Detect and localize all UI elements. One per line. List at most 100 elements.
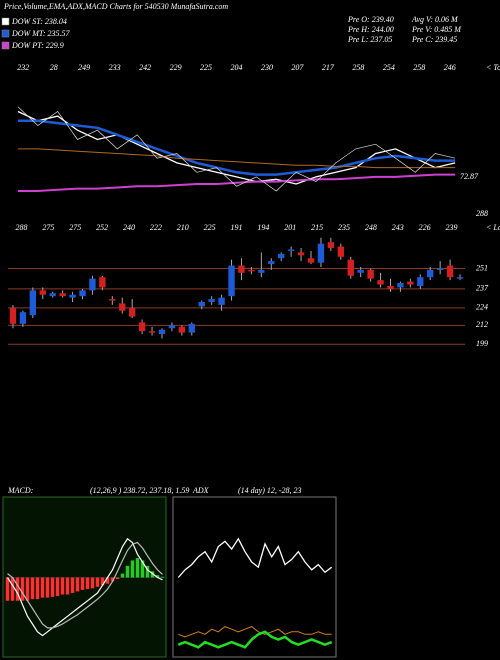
candle-body (79, 290, 86, 297)
candle-body (317, 243, 325, 263)
top-label: 246 (444, 63, 456, 72)
histogram-bar (40, 577, 45, 598)
candle-body (436, 268, 444, 270)
y-tick-label: 224 (476, 303, 488, 312)
top-label: 248 (365, 223, 377, 232)
series-line (17, 110, 456, 185)
page-title: Price,Volume,EMA,ADX,MACD Charts for 540… (3, 2, 228, 11)
top-label: 288 (15, 223, 27, 232)
series-line (177, 630, 333, 649)
y-tick-label: 251 (476, 263, 488, 272)
candle-body (119, 303, 126, 311)
histogram-bar (155, 575, 160, 578)
candle-body (427, 269, 434, 278)
candle-body (258, 269, 265, 273)
histogram-bar (80, 577, 85, 590)
legend-swatch (1, 41, 10, 50)
candle-body (148, 331, 156, 333)
histogram-bar (60, 577, 65, 595)
series-line (17, 148, 456, 169)
top-label: 204 (231, 63, 243, 72)
histogram-bar (75, 577, 80, 592)
y-tick-label: 199 (476, 339, 488, 348)
label-note: < Tops (486, 63, 500, 72)
series-line (177, 537, 333, 578)
series-line (17, 119, 456, 176)
y-tick-label: 212 (476, 320, 488, 329)
stat: Pre V: 0.485 M (411, 25, 462, 34)
histogram-bar (130, 560, 135, 578)
legend-entry: DOW MT: 235.57 (11, 29, 71, 38)
candle-body (129, 307, 136, 317)
candle-body (138, 322, 146, 332)
top-label: 254 (383, 63, 395, 72)
top-label: 222 (150, 223, 162, 232)
candle-body (9, 307, 17, 324)
stat: Pre C: 239.45 (411, 35, 457, 44)
candle-body (29, 290, 37, 316)
candle-body (238, 265, 245, 273)
top-label: 249 (78, 63, 90, 72)
candle-body (407, 281, 414, 285)
corner-label: 288 (476, 209, 488, 218)
series-line (17, 106, 456, 192)
top-label: 215 (311, 223, 323, 232)
top-label: 201 (284, 223, 296, 232)
series-line (7, 541, 163, 629)
candle-body (446, 265, 454, 278)
histogram-bar (140, 560, 145, 578)
top-label: 225 (200, 63, 212, 72)
top-label: 232 (17, 63, 29, 72)
top-label: 217 (322, 63, 335, 72)
top-label: 239 (446, 223, 458, 232)
candle-body (168, 325, 176, 329)
candle-body (387, 285, 394, 289)
series-line (17, 173, 456, 192)
panel-subtitle: (12,26,9 ) 238.72, 237.18, 1.59 (90, 486, 189, 495)
histogram-bar (55, 577, 60, 597)
histogram-bar (5, 577, 10, 601)
candle-body (456, 277, 464, 279)
panel-subtitle: (14 day) 12, -28, 23 (238, 486, 302, 495)
stat: Pre L: 237.05 (347, 35, 392, 44)
panel-title: MACD: (7, 486, 34, 495)
histogram-bar (70, 577, 75, 593)
label-note: < Lowes (486, 223, 500, 232)
histogram-bar (115, 577, 120, 580)
candle-body (268, 261, 275, 265)
histogram-bar (35, 577, 40, 600)
histogram-bar (135, 558, 140, 578)
candle-body (218, 297, 225, 305)
top-label: 240 (123, 223, 135, 232)
top-label: 191 (231, 223, 243, 232)
stat: Pre H: 244.00 (347, 25, 394, 34)
candle-body (397, 283, 404, 288)
series-line (178, 626, 332, 638)
candle-body (278, 253, 285, 259)
legend-swatch (1, 29, 10, 38)
candle-body (297, 252, 305, 256)
candle-body (188, 323, 195, 333)
legend-entry: DOW ST: 238.04 (11, 17, 67, 26)
histogram-bar (110, 577, 115, 582)
histogram-bar (150, 571, 155, 578)
candle-body (59, 293, 66, 297)
y-tick-label: 237 (476, 284, 489, 293)
candle-body (367, 269, 374, 279)
histogram-bar (50, 577, 55, 597)
top-label: 28 (50, 63, 58, 72)
histogram-bar (125, 565, 130, 578)
histogram-bar (95, 577, 100, 587)
candle-body (99, 277, 106, 288)
candle-body (228, 265, 235, 297)
top-label: 225 (204, 223, 216, 232)
histogram-bar (45, 577, 50, 598)
top-label: 207 (291, 63, 304, 72)
top-label: 275 (42, 223, 54, 232)
stat: Avg V: 0.06 M (411, 15, 459, 24)
candle-body (49, 293, 56, 297)
top-label: 230 (261, 63, 273, 72)
legend-swatch (1, 17, 10, 26)
legend-entry: DOW PT: 229.9 (11, 41, 64, 50)
